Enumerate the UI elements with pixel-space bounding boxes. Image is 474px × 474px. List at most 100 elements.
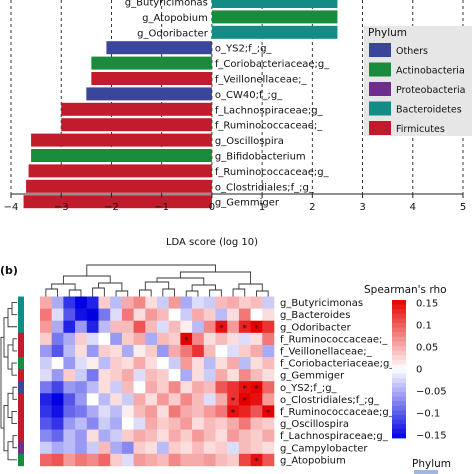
lda-bar (211, 25, 338, 39)
heatmap-cell (63, 357, 76, 370)
heatmap-cell (157, 417, 169, 430)
heatmap-cell (215, 296, 228, 309)
significance-mark: * (254, 457, 259, 467)
heatmap-cell (192, 357, 205, 370)
heatmap-cell (133, 357, 146, 370)
heatmap-row-label: f_Ruminococcaceae;_ (280, 334, 388, 345)
heatmap-cell (40, 369, 52, 382)
heatmap-row-label: g_Campylobacter (280, 443, 368, 454)
legend-background (364, 26, 472, 136)
colorbar-segment (392, 405, 406, 411)
heatmap-cell (250, 357, 263, 370)
heatmap-cell (250, 296, 263, 309)
significance-mark: * (231, 408, 236, 418)
colorbar-segment (392, 387, 406, 393)
heatmap-cell (145, 417, 158, 430)
heatmap-cell (215, 369, 228, 382)
heatmap-cell (227, 369, 240, 382)
heatmap-cell (145, 332, 158, 346)
heatmap-cell (238, 405, 251, 418)
heatmap-cell (145, 405, 158, 418)
dendrogram-link (45, 288, 58, 297)
lda-bar-label: o_Clostridiales;f_;g_ (215, 182, 315, 193)
heatmap-cell (40, 320, 52, 334)
heatmap-cell (250, 453, 263, 467)
dendrogram-link (12, 338, 17, 352)
heatmap-cell (238, 320, 251, 334)
heatmap-cell (75, 381, 88, 394)
heatmap-cell (180, 381, 193, 394)
heatmap-cell (238, 296, 251, 309)
heatmap-cell (145, 453, 158, 467)
heatmap-row-label: o_YS2;f_;g_ (280, 383, 338, 394)
heatmap-cell (215, 357, 228, 370)
heatmap-cell (51, 381, 64, 394)
heatmap-cell (180, 393, 193, 406)
heatmap-cell (75, 405, 88, 418)
colorbar-tick-label: 0.15 (416, 299, 438, 310)
significance-mark: * (254, 384, 259, 394)
heatmap-cell (168, 344, 181, 358)
heatmap-row-label: g_Gemmiger (280, 371, 345, 382)
colorbar-segment (392, 346, 406, 351)
heatmap-cell (157, 441, 169, 455)
heatmap-cell (75, 393, 88, 406)
phylum-strip-cell (18, 344, 24, 358)
heatmap-cell (110, 381, 123, 394)
heatmap-cell (180, 405, 193, 418)
heatmap-cell (262, 344, 275, 358)
heatmap-cell (180, 369, 193, 382)
heatmap-cell (227, 381, 240, 394)
significance-mark: * (243, 324, 248, 334)
heatmap-cell (203, 381, 216, 394)
heatmap-cell (51, 453, 64, 467)
heatmap-cell (227, 344, 240, 358)
heatmap-phylum-legend-title: Phylum (412, 458, 451, 470)
heatmap-cell (203, 344, 216, 358)
heatmap-cell (215, 381, 228, 394)
heatmap-cell (63, 308, 76, 321)
heatmap-cell (121, 369, 134, 382)
colorbar-segment (392, 433, 406, 439)
dendrogram-link (209, 289, 222, 297)
colorbar-tick-label: −0.15 (416, 431, 447, 442)
heatmap-cell (203, 441, 216, 455)
lda-bar-label: o_YS2;f_;g_ (215, 44, 273, 55)
heatmap-cell (215, 332, 228, 346)
heatmap-cell (63, 332, 76, 346)
colorbar-segment (392, 332, 406, 338)
heatmap-cell (133, 405, 146, 418)
heatmap-cell (250, 308, 263, 321)
heatmap-cell (192, 393, 205, 406)
heatmap-cell (215, 344, 228, 358)
heatmap-cell (250, 441, 263, 455)
row-phylum-strip (18, 296, 24, 467)
colorbar-tick-label: −0.1 (416, 409, 440, 420)
heatmap-cell (250, 429, 263, 442)
heatmap-row-label: f_Ruminococcaceae;g_ (280, 407, 395, 418)
heatmap-cell (145, 381, 158, 394)
colorbar-segment (392, 341, 406, 347)
heatmap-cell (203, 296, 216, 309)
heatmap-cell (40, 357, 52, 370)
heatmap-cell (180, 308, 193, 321)
x-tick-label: −2 (104, 202, 119, 213)
heatmap-cell (40, 296, 52, 309)
heatmap-cell (192, 344, 205, 358)
legend-swatch (369, 101, 391, 116)
colorbar-segment (392, 300, 406, 305)
heatmap-cell (215, 320, 228, 334)
heatmap-cell (110, 441, 123, 455)
heatmap-cell (203, 332, 216, 346)
significance-mark: * (266, 408, 271, 418)
heatmap-cell (262, 320, 275, 334)
lda-bar-label: o_CW40;f_;g_ (215, 90, 283, 101)
heatmap-row-label: f_Veillonellaceae;_ (280, 346, 373, 357)
heatmap-cell (63, 393, 76, 406)
heatmap-cell (168, 441, 181, 455)
dendrogram-link (11, 362, 17, 376)
heatmap-cell (51, 308, 64, 321)
phylum-strip-cell (18, 320, 24, 334)
x-tick-label: 0 (209, 202, 215, 213)
heatmap-cell (51, 296, 64, 309)
